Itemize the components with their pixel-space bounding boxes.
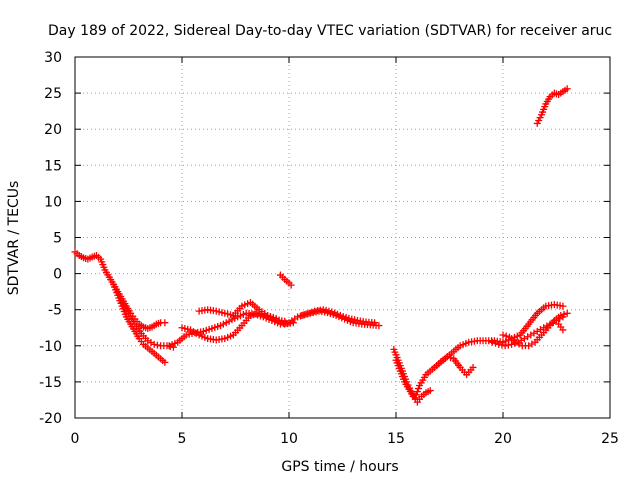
data-point (375, 322, 383, 330)
y-axis-label: SDTVAR / TECUs (6, 181, 22, 296)
data-point (499, 331, 507, 339)
series-track-day-b (178, 309, 297, 344)
y-tick-label: -5 (48, 303, 62, 319)
axis-ticks (74, 56, 611, 419)
data-point (426, 387, 434, 395)
series-track-late-c (555, 320, 567, 334)
x-axis-label: GPS time / hours (281, 459, 398, 475)
data-point (502, 332, 510, 340)
data-point (289, 319, 297, 327)
data-point (559, 302, 567, 310)
x-tick-label: 20 (494, 431, 512, 447)
y-tick-label: 5 (53, 231, 62, 247)
data-point (563, 85, 571, 93)
data-point (161, 319, 169, 327)
data-point (161, 358, 169, 366)
data-point (413, 388, 421, 396)
series-track-dip-c (431, 353, 477, 379)
series-track-day-c (195, 298, 289, 325)
x-tick-label: 15 (387, 431, 405, 447)
data-points (71, 85, 571, 406)
data-point (501, 342, 509, 350)
y-tick-label: 25 (44, 86, 62, 102)
data-point (559, 326, 567, 334)
series-track-early-upper (71, 248, 169, 332)
x-tick-label: 0 (71, 431, 80, 447)
data-point (560, 310, 568, 318)
data-point (150, 340, 158, 348)
y-tick-label: -15 (39, 375, 62, 391)
tick-labels: 0 5 10 15 20 25 -20 -15 -10 -5 0 5 10 15 20 25 30 (39, 50, 619, 447)
x-tick-label: 5 (178, 431, 187, 447)
y-tick-label: 10 (44, 194, 62, 210)
series-track-day-a (165, 306, 379, 350)
series-track-short (276, 271, 295, 289)
data-point (492, 339, 500, 347)
data-point (443, 353, 451, 361)
y-tick-label: 30 (44, 50, 62, 66)
chart-title: Day 189 of 2022, Sidereal Day-to-day VTE… (48, 23, 612, 39)
y-tick-label: 0 (53, 267, 62, 283)
grid-lines (75, 57, 610, 418)
y-tick-label: 15 (44, 158, 62, 174)
data-point (557, 311, 565, 319)
data-point (447, 354, 455, 362)
y-tick-label: -20 (39, 411, 62, 427)
series-track-dip-a (390, 301, 567, 402)
data-point (498, 341, 506, 349)
data-point (488, 338, 496, 346)
data-point (469, 363, 477, 371)
series-track-late-b (499, 309, 571, 350)
y-tick-label: -10 (39, 339, 62, 355)
series-track-early-lower (110, 280, 169, 366)
data-point (414, 385, 422, 393)
data-point (495, 340, 503, 348)
y-tick-label: 20 (44, 122, 62, 138)
x-tick-label: 25 (601, 431, 619, 447)
data-point (281, 317, 289, 325)
data-point (287, 281, 295, 289)
data-point (563, 309, 571, 317)
data-point (504, 341, 512, 349)
series-track-high (533, 85, 571, 127)
series-track-day-d (298, 307, 383, 330)
x-tick-label: 10 (280, 431, 298, 447)
data-point (412, 391, 420, 399)
data-point (153, 341, 161, 349)
series-track-dip-b (392, 356, 434, 406)
